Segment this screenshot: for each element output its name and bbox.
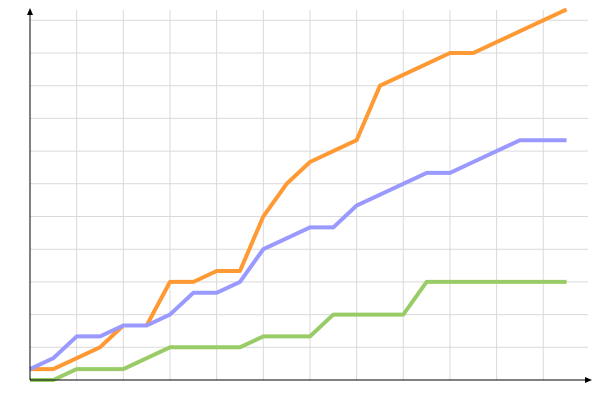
series-line-0 (30, 7, 568, 372)
y-axis-arrow (27, 8, 33, 15)
grid (30, 10, 588, 380)
series-line-1 (29, 138, 567, 371)
axes (27, 8, 592, 383)
x-axis-arrow (585, 377, 592, 383)
series-lines (29, 7, 568, 382)
series-line-2 (30, 279, 567, 382)
